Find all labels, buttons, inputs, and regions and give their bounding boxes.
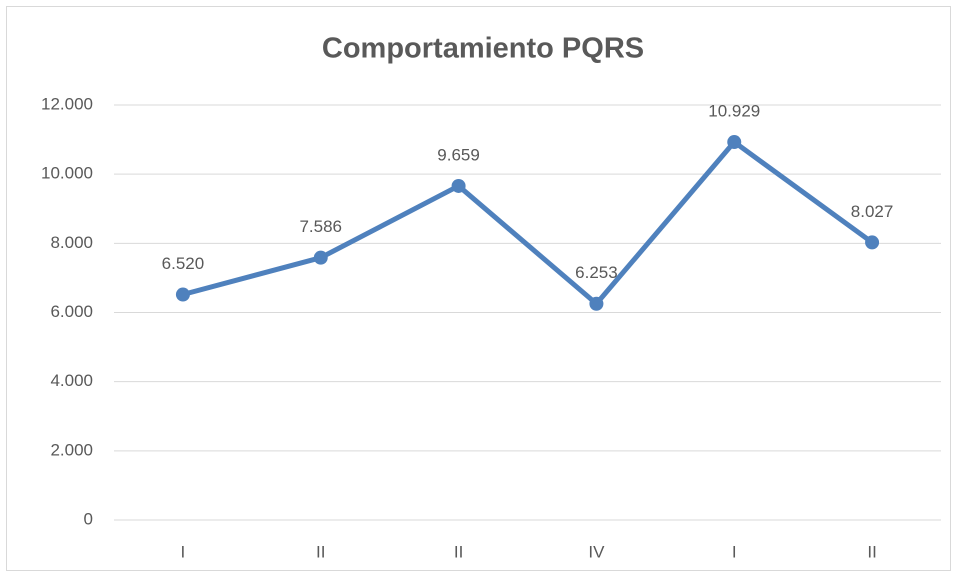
chart-border — [6, 6, 951, 571]
marker — [175, 287, 190, 302]
x-tick-label: I — [732, 542, 737, 561]
y-tick-label: 4.000 — [50, 371, 93, 390]
marker — [313, 250, 328, 265]
x-tick-label: II — [454, 542, 463, 561]
y-tick-label: 6.000 — [50, 302, 93, 321]
chart-title: Comportamiento PQRS — [322, 33, 644, 65]
marker — [727, 135, 742, 150]
y-tick-label: 0 — [84, 509, 93, 528]
marker — [589, 296, 604, 311]
x-tick-label: IV — [588, 542, 605, 561]
y-tick-label: 8.000 — [50, 233, 93, 252]
data-label: 6.520 — [162, 254, 205, 273]
marker — [865, 235, 880, 250]
y-tick-label: 2.000 — [50, 440, 93, 459]
line — [182, 139, 874, 307]
marker — [451, 178, 466, 193]
data-label: 8.027 — [851, 202, 894, 221]
x-tick-label: I — [181, 542, 186, 561]
data-label: 7.586 — [299, 217, 342, 236]
y-tick-label: 10.000 — [41, 164, 93, 183]
data-label: 6.253 — [575, 263, 618, 282]
x-tick-label: II — [867, 542, 876, 561]
data-label: 10.929 — [708, 102, 760, 121]
x-tick-label: II — [316, 542, 325, 561]
y-tick-label: 12.000 — [41, 94, 93, 113]
data-label: 9.659 — [437, 145, 480, 164]
